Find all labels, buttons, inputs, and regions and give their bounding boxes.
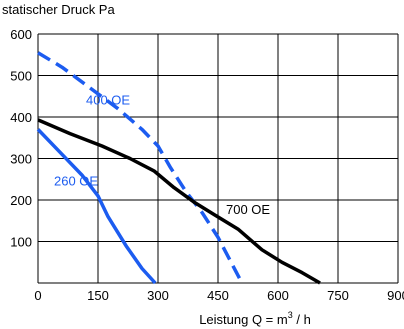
y-tick-label: 300 bbox=[10, 152, 32, 167]
y-tick-label: 100 bbox=[10, 235, 32, 250]
x-axis-label: Leistung Q = m3 / h bbox=[199, 310, 311, 327]
x-tick-label: 150 bbox=[87, 288, 109, 303]
y-tick-label: 600 bbox=[10, 27, 32, 42]
series-label: 700 OE bbox=[226, 202, 270, 217]
y-axis-label: statischer Druck Pa bbox=[2, 2, 115, 17]
x-axis-label-prefix: Leistung Q = m bbox=[199, 312, 288, 327]
x-tick-label: 750 bbox=[327, 288, 349, 303]
curves bbox=[36, 51, 321, 285]
series-label: 260 OE bbox=[54, 173, 98, 188]
y-tick-label: 200 bbox=[10, 193, 32, 208]
x-tick-label: 450 bbox=[207, 288, 229, 303]
x-tick-label: 600 bbox=[267, 288, 289, 303]
series-line-400-oe bbox=[37, 51, 244, 284]
y-tick-label: 400 bbox=[10, 110, 32, 125]
x-tick-label: 0 bbox=[34, 288, 41, 303]
x-tick-label: 900 bbox=[387, 288, 404, 303]
y-tick-label: 500 bbox=[10, 69, 32, 84]
curve-labels: 260 OE 400 OE 700 OE bbox=[54, 93, 270, 218]
series-line-260-oe bbox=[36, 128, 157, 285]
series-label: 400 OE bbox=[86, 93, 130, 108]
grid bbox=[37, 33, 399, 284]
x-tick-label: 300 bbox=[147, 288, 169, 303]
x-axis-label-suffix: / h bbox=[293, 312, 311, 327]
tick-labels: 0 150 300 450 600 750 900 100 200 300 400 500 600 bbox=[10, 27, 404, 303]
x-axis-label-sup: 3 bbox=[288, 310, 293, 320]
series-line-700-oe bbox=[37, 118, 321, 285]
